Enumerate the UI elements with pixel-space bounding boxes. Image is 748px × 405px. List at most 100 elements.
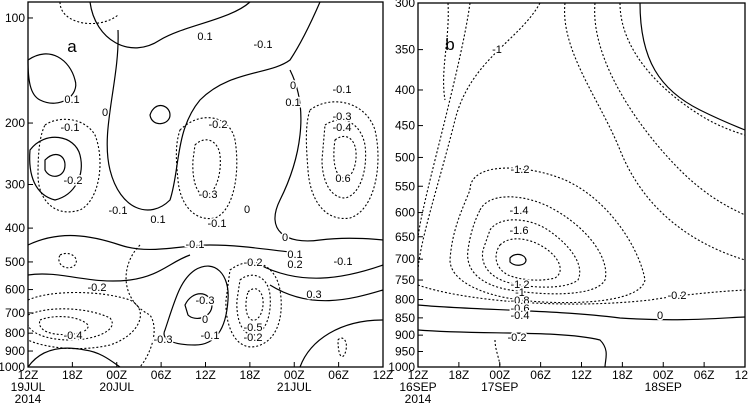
x-tick-label: 12Z bbox=[373, 368, 394, 382]
y-tick-label: 350 bbox=[395, 43, 415, 57]
y-tick-label: 950 bbox=[395, 344, 415, 358]
panel-label: a bbox=[67, 37, 77, 56]
x-tick-label: 06Z bbox=[694, 368, 715, 382]
contour-label: -0.1 bbox=[201, 330, 220, 342]
x-tick-label: 18Z bbox=[612, 368, 633, 382]
contour-label: 0 bbox=[657, 310, 663, 322]
x-tick-label: 18Z bbox=[449, 368, 470, 382]
date-label: 17SEP bbox=[481, 380, 518, 394]
y-tick-label: 600 bbox=[5, 283, 25, 297]
date-label: 18SEP bbox=[645, 380, 682, 394]
contour-label: 0.1 bbox=[150, 214, 165, 226]
panel-label: b bbox=[445, 35, 454, 54]
contour-label: -0.3 bbox=[199, 189, 218, 201]
contour-label: -0.3 bbox=[154, 334, 173, 346]
contour-label: -1.6 bbox=[510, 225, 529, 237]
contour-label: -0.3 bbox=[196, 295, 215, 307]
contour-label: -0.2 bbox=[244, 257, 263, 269]
y-tick-label: 650 bbox=[395, 230, 415, 244]
y-tick-label: 500 bbox=[5, 255, 25, 269]
y-tick-label: 750 bbox=[395, 273, 415, 287]
x-tick-label: 18Z bbox=[62, 368, 83, 382]
contour-label: 0 bbox=[202, 314, 208, 326]
date-label: 21JUL bbox=[277, 380, 312, 394]
contour-label: 0.1 bbox=[197, 31, 212, 43]
contour-label: 0.1 bbox=[64, 94, 79, 106]
contour-label: -0.1 bbox=[334, 256, 353, 268]
contour-label: -0.6 bbox=[511, 303, 530, 315]
contour-label: 0 bbox=[290, 80, 296, 92]
y-tick-label: 200 bbox=[5, 116, 25, 130]
contour-label: -1.4 bbox=[510, 205, 529, 217]
x-tick-label: 12Z bbox=[571, 368, 592, 382]
contour-label: -0.2 bbox=[64, 175, 83, 187]
y-tick-label: 300 bbox=[395, 0, 415, 10]
y-tick-label: 900 bbox=[5, 344, 25, 358]
x-tick-label: 00Z bbox=[106, 368, 127, 382]
x-tick-label: 12Z bbox=[408, 368, 429, 382]
contour-label: -0.4 bbox=[64, 330, 83, 342]
contour-label: -0.1 bbox=[254, 39, 273, 51]
contour-label: -0.5 bbox=[244, 322, 263, 334]
contour-label: 0.1 bbox=[285, 97, 300, 109]
contour-label: -0.1 bbox=[186, 239, 205, 251]
contour-label: 0.6 bbox=[335, 173, 350, 185]
contour-label: -0.2 bbox=[209, 119, 228, 131]
contours-b bbox=[417, 2, 746, 368]
y-tick-label: 400 bbox=[395, 83, 415, 97]
contour-label: -0.1 bbox=[109, 205, 128, 217]
contour-label: -0.1 bbox=[333, 84, 352, 96]
y-tick-label: 1000 bbox=[0, 360, 25, 374]
date-label: 16SEP bbox=[399, 380, 436, 394]
contour-label: -0.2 bbox=[244, 332, 263, 344]
x-tick-label: 00Z bbox=[284, 368, 305, 382]
x-tick-label: 12Z bbox=[195, 368, 216, 382]
contour-label: -0.1 bbox=[61, 122, 80, 134]
contour-label: -0.3 bbox=[333, 111, 352, 123]
y-tick-label: 600 bbox=[395, 206, 415, 220]
year-label: 2014 bbox=[15, 392, 42, 405]
contour-label: -1.2 bbox=[511, 164, 530, 176]
date-label: 20JUL bbox=[99, 380, 134, 394]
x-tick-label: 00Z bbox=[489, 368, 510, 382]
contour-label: 0 bbox=[282, 232, 288, 244]
y-tick-label: 900 bbox=[395, 328, 415, 342]
x-tick-label: 12Z bbox=[735, 368, 748, 382]
y-tick-label: 450 bbox=[395, 119, 415, 133]
contour-label: 0.2 bbox=[287, 259, 302, 271]
plot-frame bbox=[417, 2, 746, 368]
x-tick-label: 06Z bbox=[151, 368, 172, 382]
y-tick-label: 1000 bbox=[388, 360, 415, 374]
y-tick-label: 500 bbox=[395, 150, 415, 164]
y-tick-label: 550 bbox=[395, 179, 415, 193]
y-tick-label: 400 bbox=[5, 221, 25, 235]
contour-label: -0.8 bbox=[511, 295, 530, 307]
y-tick-label: 800 bbox=[5, 326, 25, 340]
contour-label: -0.4 bbox=[511, 310, 530, 322]
y-tick-label: 300 bbox=[5, 178, 25, 192]
y-tick-label: 850 bbox=[395, 311, 415, 325]
contour-label: 0.3 bbox=[306, 289, 321, 301]
x-tick-label: 00Z bbox=[653, 368, 674, 382]
y-tick-label: 100 bbox=[5, 11, 25, 25]
contour-label: 0 bbox=[244, 204, 250, 216]
contour-label: 0 bbox=[102, 107, 108, 119]
x-tick-label: 06Z bbox=[328, 368, 349, 382]
contour-label: -0.2 bbox=[668, 290, 687, 302]
contour-label: -0.2 bbox=[88, 282, 107, 294]
y-tick-label: 700 bbox=[5, 306, 25, 320]
contour-label: -1 bbox=[492, 44, 502, 56]
date-label: 19JUL bbox=[11, 380, 46, 394]
contour-label: -1.2 bbox=[511, 279, 530, 291]
contour-label: -0.2 bbox=[508, 332, 527, 344]
x-tick-label: 12Z bbox=[18, 368, 39, 382]
y-tick-label: 700 bbox=[395, 252, 415, 266]
x-tick-label: 18Z bbox=[240, 368, 261, 382]
x-tick-label: 06Z bbox=[530, 368, 551, 382]
contours-a bbox=[27, 1, 384, 368]
contour-label: -0.1 bbox=[208, 218, 227, 230]
contour-label: -0.4 bbox=[333, 122, 352, 134]
y-tick-label: 800 bbox=[395, 293, 415, 307]
contour-label: -1 bbox=[515, 287, 525, 299]
